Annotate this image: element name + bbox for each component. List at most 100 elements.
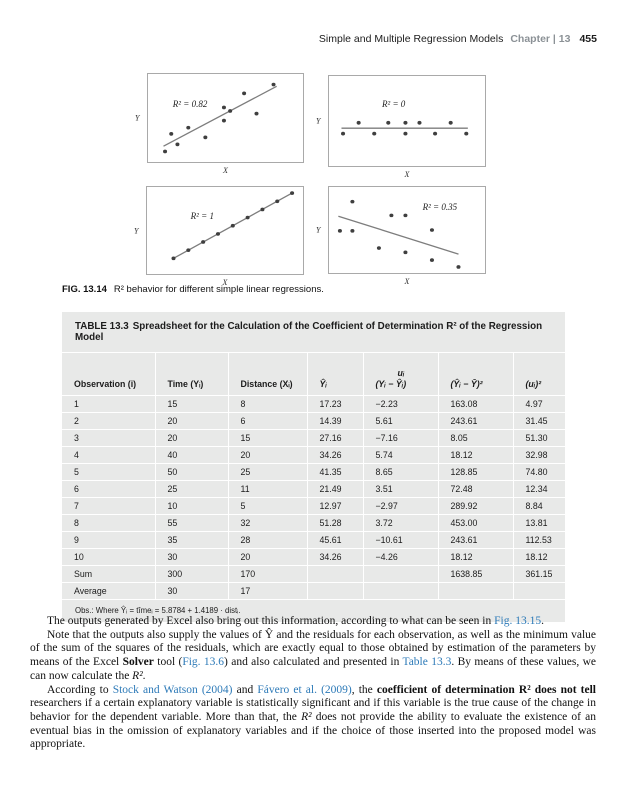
- table-row: 8 55 32 51.28 3.72 453.00 13.81: [62, 513, 565, 532]
- table-cell: 18.12: [437, 445, 513, 464]
- citation-link[interactable]: Stock and Watson (2004): [112, 683, 233, 696]
- text: ) and also calculated and presented in: [224, 656, 403, 669]
- table-cell: 2: [62, 411, 155, 430]
- text: .: [541, 615, 544, 627]
- column-header: Time (Yᵢ): [154, 352, 228, 396]
- scatter-plot-r2-0: R² = 0 Y X: [316, 75, 486, 179]
- scatter-plot-r2-1: R² = 1 Y X: [134, 186, 304, 287]
- table-row: 2 20 6 14.39 5.61 243.61 31.45: [62, 411, 565, 430]
- table-cell: [512, 581, 565, 599]
- y-axis-label: Y: [316, 225, 321, 235]
- body-text: The outputs generated by Excel also brin…: [30, 615, 596, 752]
- table-cell: 20: [154, 428, 228, 447]
- table-cell: 5.61: [362, 411, 438, 430]
- x-axis-label: X: [223, 166, 228, 175]
- table-cell: 128.85: [437, 462, 513, 481]
- table-cell: −2.23: [362, 394, 438, 413]
- table-cell: −2.97: [362, 496, 438, 515]
- x-axis-label: X: [404, 170, 410, 179]
- citation-link[interactable]: Fig. 13.6: [182, 656, 225, 669]
- table-cell: 20: [227, 445, 307, 464]
- table-cell: 25: [154, 479, 228, 498]
- table-cell: 55: [154, 513, 228, 532]
- x-axis-label: X: [222, 278, 228, 287]
- table-cell: 5.74: [362, 445, 438, 464]
- table-cell: 243.61: [437, 530, 513, 549]
- text: .: [142, 669, 146, 682]
- table-cell: [362, 564, 438, 583]
- table-cell: [362, 581, 438, 599]
- table-cell: 45.61: [306, 530, 363, 549]
- citation-link[interactable]: Table 13.3: [402, 656, 452, 669]
- text: and: [232, 683, 258, 696]
- table-cell: −10.61: [362, 530, 438, 549]
- table-cell: 72.48: [437, 479, 513, 498]
- text: , the: [351, 683, 377, 696]
- table-cell: 8.84: [512, 496, 565, 515]
- column-header: Ŷᵢ: [306, 352, 363, 396]
- table-cell: 32: [227, 513, 307, 532]
- table-cell: 6: [62, 479, 155, 498]
- r2-value-label: R² = 0.82: [172, 98, 208, 109]
- y-axis-label: Y: [134, 226, 139, 235]
- table-cell: 3: [62, 428, 155, 447]
- citation-link[interactable]: Fig. 13.15: [494, 615, 542, 627]
- table-cell: 361.15: [512, 564, 565, 583]
- table-cell: 18.12: [437, 547, 513, 566]
- paragraph: Note that the outputs also supply the va…: [30, 629, 596, 684]
- table-cell: 3.72: [362, 513, 438, 532]
- table-title-text: Spreadsheet for the Calculation of the C…: [75, 321, 543, 344]
- table-cell: 8: [62, 513, 155, 532]
- table-row: 5 50 25 41.35 8.65 128.85 74.80: [62, 462, 565, 481]
- text: researchers if a certain explanatory var…: [30, 697, 596, 723]
- table-title-label: TABLE 13.3: [75, 321, 129, 332]
- page-header: Simple and Multiple Regression Models Cha…: [319, 33, 597, 45]
- table-cell: [306, 564, 363, 583]
- scatter-canvas: [341, 120, 469, 136]
- table-cell: 8: [227, 394, 307, 413]
- table-cell: 28: [227, 530, 307, 549]
- table-cell: 20: [154, 411, 228, 430]
- table-body: 1 15 8 17.23 −2.23 163.08 4.97 2 20 6 14.39 5.61 243…: [62, 394, 565, 599]
- scatter-canvas: [148, 82, 303, 154]
- table-cell: 4.97: [512, 394, 565, 413]
- table-cell: Sum: [62, 564, 155, 583]
- table-row: Average 30 17: [62, 581, 565, 599]
- table-cell: 74.80: [512, 462, 565, 481]
- column-header: uᵢ (Yᵢ − Ŷᵢ): [362, 352, 438, 396]
- table-cell: 8.65: [362, 462, 438, 481]
- figure-caption-label: FIG. 13.14: [62, 284, 107, 295]
- r2-value-label: R² = 0.35: [422, 202, 458, 213]
- table-cell: 4: [62, 445, 155, 464]
- column-header: (Ŷᵢ − Ȳ)²: [437, 352, 513, 396]
- table-row: Sum 300 170 1638.85 361.15: [62, 564, 565, 583]
- table-cell: 5: [62, 462, 155, 481]
- scatter-plot-r2-0.82: R² = 0.82 Y X: [135, 73, 304, 175]
- table-cell: 7: [62, 496, 155, 515]
- table-cell: 243.61: [437, 411, 513, 430]
- table-row: 10 30 20 34.26 −4.26 18.12 18.12: [62, 547, 565, 566]
- paragraph: The outputs generated by Excel also brin…: [30, 615, 596, 629]
- table-head: Observation (i) Time (Yᵢ) Distance (Xᵢ) Ŷᵢ u…: [62, 352, 565, 396]
- table-cell: 17.23: [306, 394, 363, 413]
- r2-value-label: R² = 1: [190, 211, 214, 222]
- table-row: 7 10 5 12.97 −2.97 289.92 8.84: [62, 496, 565, 515]
- table-cell: 40: [154, 445, 228, 464]
- math-symbol: R²: [301, 710, 312, 723]
- table-cell: 13.81: [512, 513, 565, 532]
- table-row: 9 35 28 45.61 −10.61 243.61 112.53: [62, 530, 565, 549]
- table-cell: 35: [154, 530, 228, 549]
- table-cell: 30: [154, 547, 228, 566]
- table-cell: 289.92: [437, 496, 513, 515]
- table-cell: 1: [62, 394, 155, 413]
- table-cell: 1638.85: [437, 564, 513, 583]
- text: The outputs generated by Excel also brin…: [47, 615, 495, 627]
- table-cell: 453.00: [437, 513, 513, 532]
- table-cell: 14.39: [306, 411, 363, 430]
- table-title: TABLE 13.3 Spreadsheet for the Calculatio…: [62, 312, 565, 353]
- citation-link[interactable]: Fávero et al. (2009): [257, 683, 352, 696]
- table-cell: 3.51: [362, 479, 438, 498]
- scatter-canvas: [171, 191, 295, 261]
- table-cell: [306, 581, 363, 599]
